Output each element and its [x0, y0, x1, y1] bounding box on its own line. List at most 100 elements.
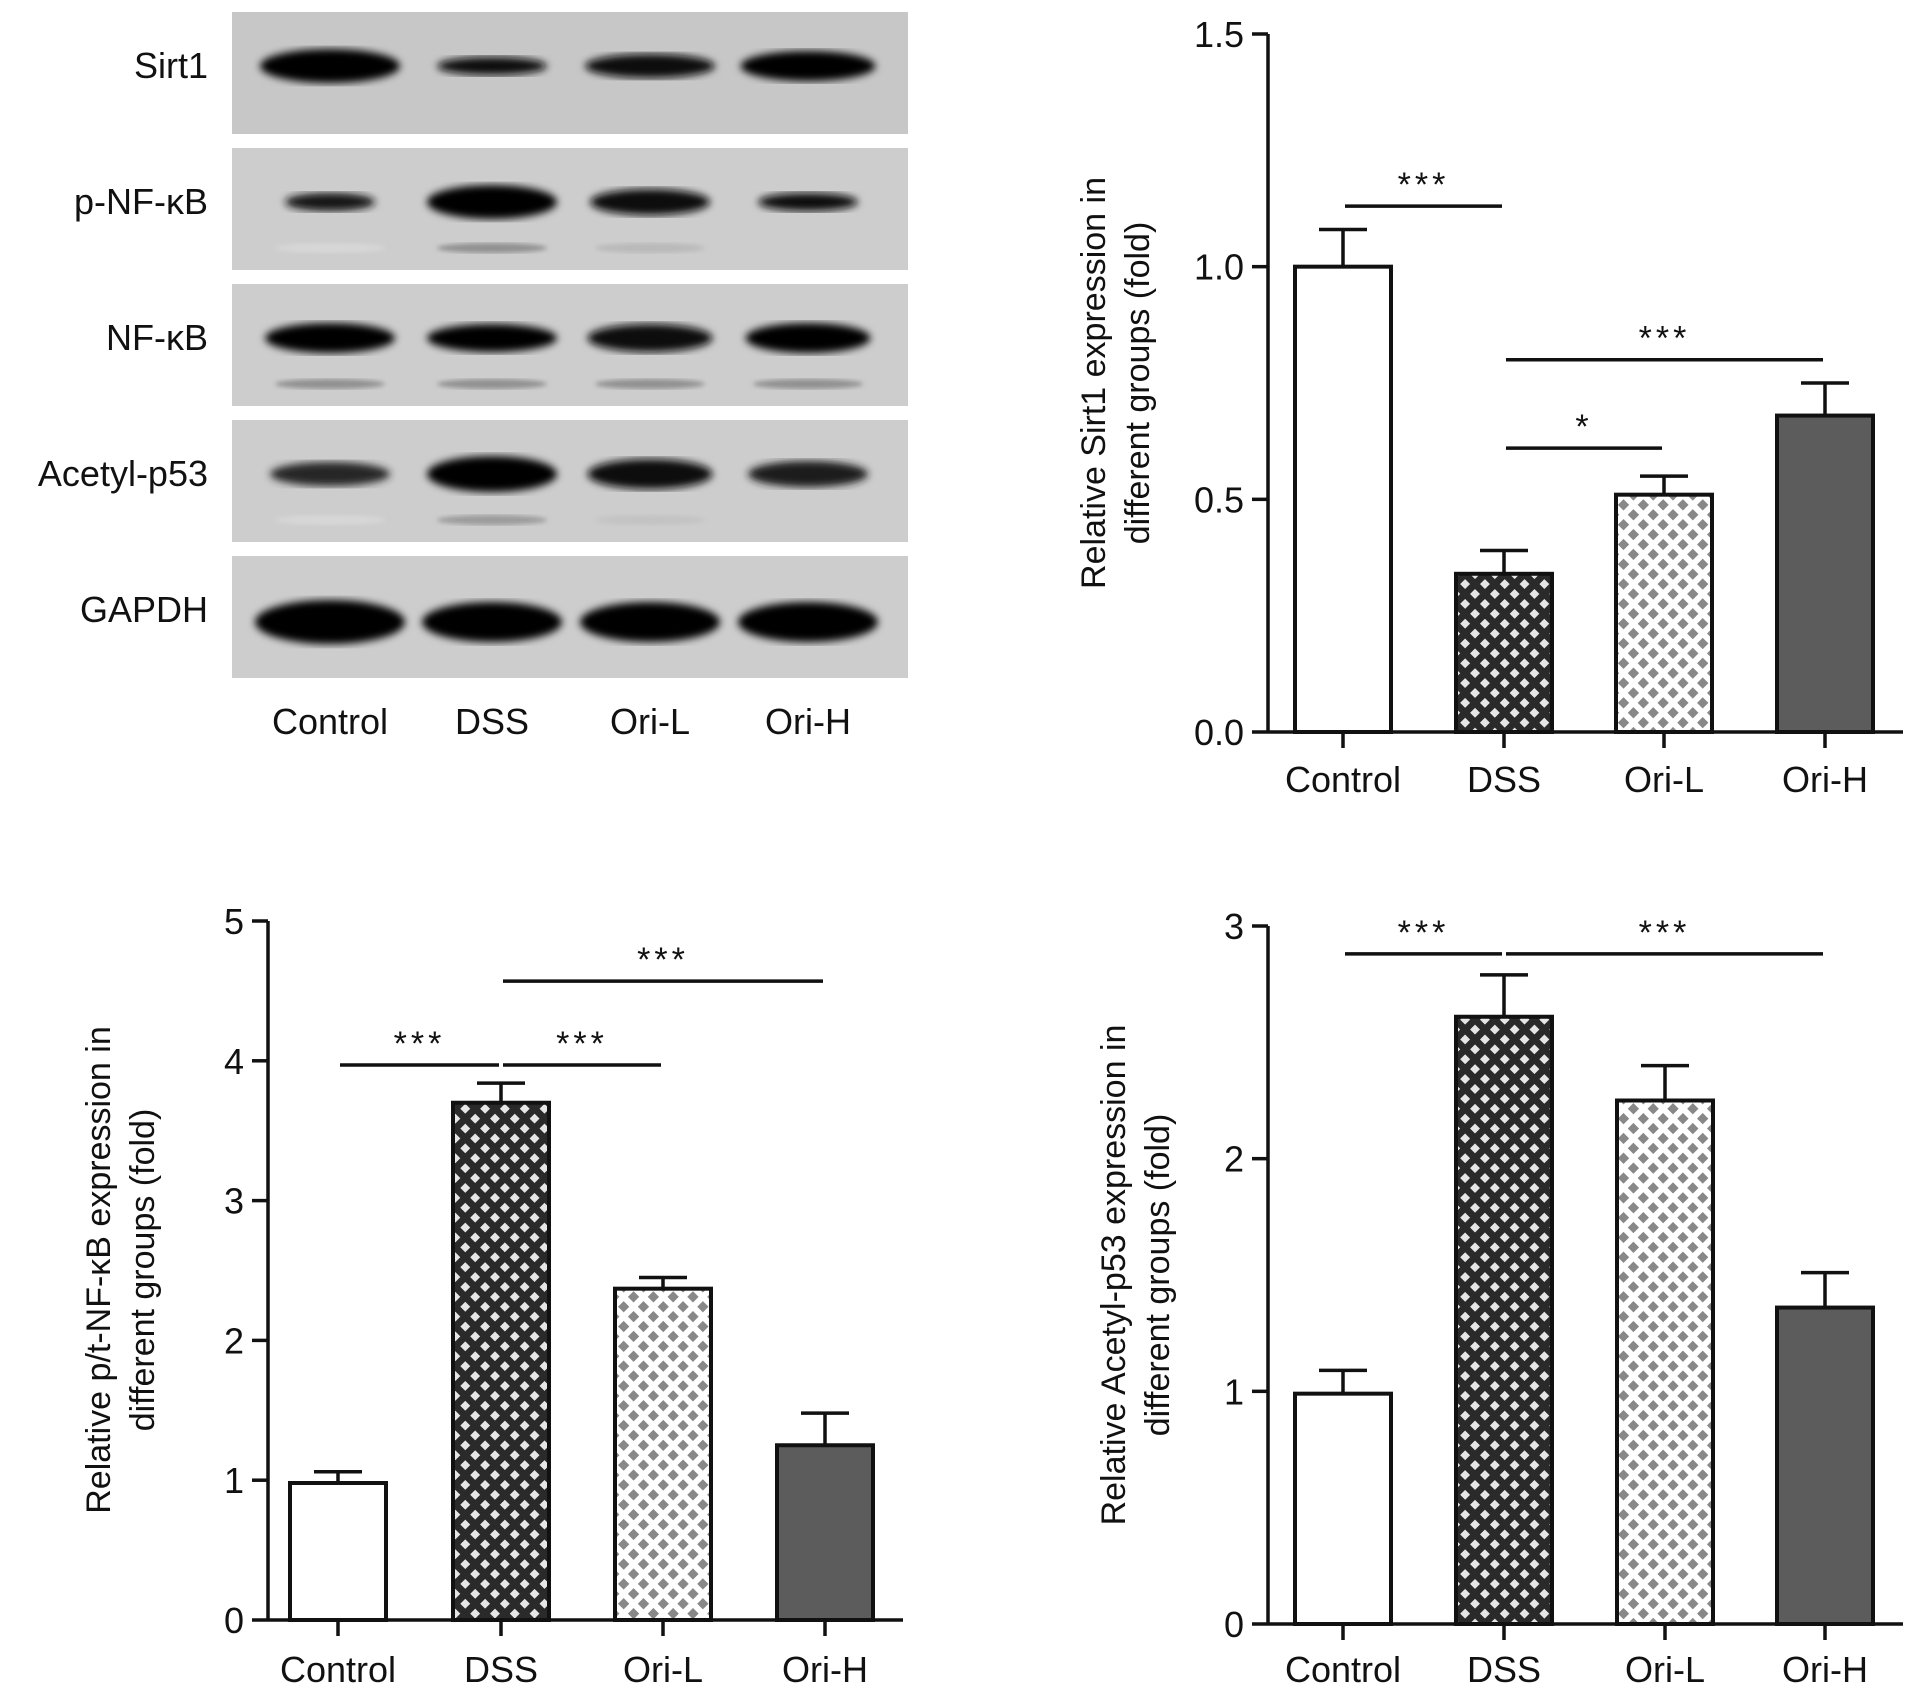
bar: [1775, 413, 1875, 734]
significance-label: ***: [1398, 914, 1450, 952]
significance-label: ***: [1398, 166, 1450, 204]
y-tick-label: 1.0: [1194, 247, 1244, 288]
bar: [613, 1286, 713, 1622]
blot-row-label: p-NF-κB: [74, 181, 208, 222]
y-tick-label: 4: [224, 1041, 244, 1082]
x-tick-label: Control: [1285, 1649, 1401, 1690]
x-tick-label: Ori-L: [1624, 759, 1704, 800]
blot-lane-label: Control: [272, 701, 388, 742]
x-tick-label: Ori-L: [1625, 1649, 1705, 1690]
x-tick-label: Ori-H: [782, 1649, 868, 1690]
blot-band: [265, 323, 395, 353]
blot-band: [758, 193, 858, 211]
y-tick-label: 0: [1224, 1604, 1244, 1645]
x-tick-label: Control: [1285, 759, 1401, 800]
blot-band: [437, 57, 547, 75]
blot-band-faint: [437, 243, 547, 253]
blot-band: [427, 185, 557, 219]
y-tick-label: 3: [224, 1181, 244, 1222]
blot-band: [422, 602, 562, 642]
blot-band: [740, 51, 876, 81]
y-tick-label: 1: [1224, 1371, 1244, 1412]
y-axis-label-line: Relative p/t-NF-κB expression in: [80, 1026, 118, 1514]
blot-band-faint: [437, 515, 547, 525]
blot-band: [745, 323, 871, 353]
blot-band-faint: [753, 379, 863, 389]
x-tick-label: Ori-H: [1782, 759, 1868, 800]
blot-band: [427, 324, 557, 352]
significance-label: ***: [1639, 320, 1691, 358]
x-tick-label: Ori-H: [1782, 1649, 1868, 1690]
blot-band-faint: [275, 379, 385, 389]
blot-band: [587, 459, 713, 489]
blot-band: [255, 600, 405, 644]
y-tick-label: 3: [1224, 906, 1244, 947]
bar: [1614, 492, 1714, 734]
blot-band: [585, 54, 715, 78]
blot-band: [285, 193, 375, 211]
blot-lane-label: Ori-L: [610, 701, 690, 742]
y-axis-label: Relative p/t-NF-κB expression in differen…: [80, 1026, 162, 1514]
bar: [775, 1443, 875, 1622]
blot-band-faint: [595, 379, 705, 389]
significance-label: ***: [394, 1025, 446, 1063]
y-axis-label: Relative Acetyl-p53 expression in differe…: [1095, 1025, 1177, 1526]
x-tick-label: DSS: [1467, 1649, 1541, 1690]
blot-row-label: GAPDH: [80, 589, 208, 630]
blot-band-faint: [437, 379, 547, 389]
blot-band: [587, 324, 713, 352]
x-tick-label: Ori-L: [623, 1649, 703, 1690]
western-blot-panel: Sirt1 p-NF-κB NF-κB Acetyl-p53 GAPDH Control D…: [38, 12, 908, 742]
y-axis-label-line: Relative Acetyl-p53 expression in: [1095, 1025, 1133, 1526]
significance-label: ***: [1639, 914, 1691, 952]
blot-band: [748, 461, 868, 487]
blot-lane-label: DSS: [455, 701, 529, 742]
y-axis-label-line: different groups (fold): [1119, 222, 1157, 545]
y-axis-label-line: different groups (fold): [124, 1109, 162, 1432]
blot-row-label: Sirt1: [134, 45, 208, 86]
bar: [451, 1100, 551, 1622]
significance-label: ***: [637, 941, 689, 979]
y-tick-label: 2: [1224, 1139, 1244, 1180]
significance-label: ***: [556, 1025, 608, 1063]
blot-row-label: NF-κB: [106, 317, 208, 358]
x-tick-label: DSS: [1467, 759, 1541, 800]
blot-band: [427, 456, 557, 492]
y-axis-label: Relative Sirt1 expression in different gr…: [1075, 177, 1157, 589]
y-tick-label: 0: [224, 1600, 244, 1641]
blot-band: [738, 602, 878, 642]
blot-band: [580, 602, 720, 642]
pnfkb-bar-chart: 0 1 2 3 4 5 Control DSS Ori-L Ori-H *** *** *** Relat…: [80, 901, 903, 1690]
blot-band-faint: [275, 515, 385, 525]
blot-band: [590, 189, 710, 215]
x-tick-label: DSS: [464, 1649, 538, 1690]
bar: [1293, 264, 1393, 734]
bar: [1615, 1098, 1715, 1626]
y-axis-label-line: different groups (fold): [1139, 1114, 1177, 1437]
blot-lane-label: Ori-H: [765, 701, 851, 742]
blot-band: [260, 49, 400, 83]
significance-label: *: [1575, 408, 1592, 446]
y-tick-label: 1: [224, 1460, 244, 1501]
blot-band: [270, 462, 390, 486]
bar: [1775, 1305, 1875, 1627]
blot-band-faint: [275, 243, 385, 253]
y-tick-label: 5: [224, 901, 244, 942]
blot-row-label: Acetyl-p53: [38, 453, 208, 494]
bar: [1454, 1014, 1554, 1626]
blot-band-faint: [753, 243, 863, 253]
blot-band-faint: [595, 515, 705, 525]
x-tick-label: Control: [280, 1649, 396, 1690]
acetylp53-bar-chart: 0 1 2 3 Control DSS Ori-L Ori-H *** *** Relative A…: [1095, 906, 1903, 1690]
y-tick-label: 1.5: [1194, 14, 1244, 55]
bar: [1454, 571, 1554, 735]
blot-band-faint: [753, 515, 863, 525]
y-tick-label: 0.5: [1194, 479, 1244, 520]
blot-band-faint: [595, 243, 705, 253]
y-tick-label: 0.0: [1194, 712, 1244, 753]
bar: [1293, 1391, 1393, 1627]
y-axis-label-line: Relative Sirt1 expression in: [1075, 177, 1113, 589]
bar: [288, 1480, 388, 1622]
